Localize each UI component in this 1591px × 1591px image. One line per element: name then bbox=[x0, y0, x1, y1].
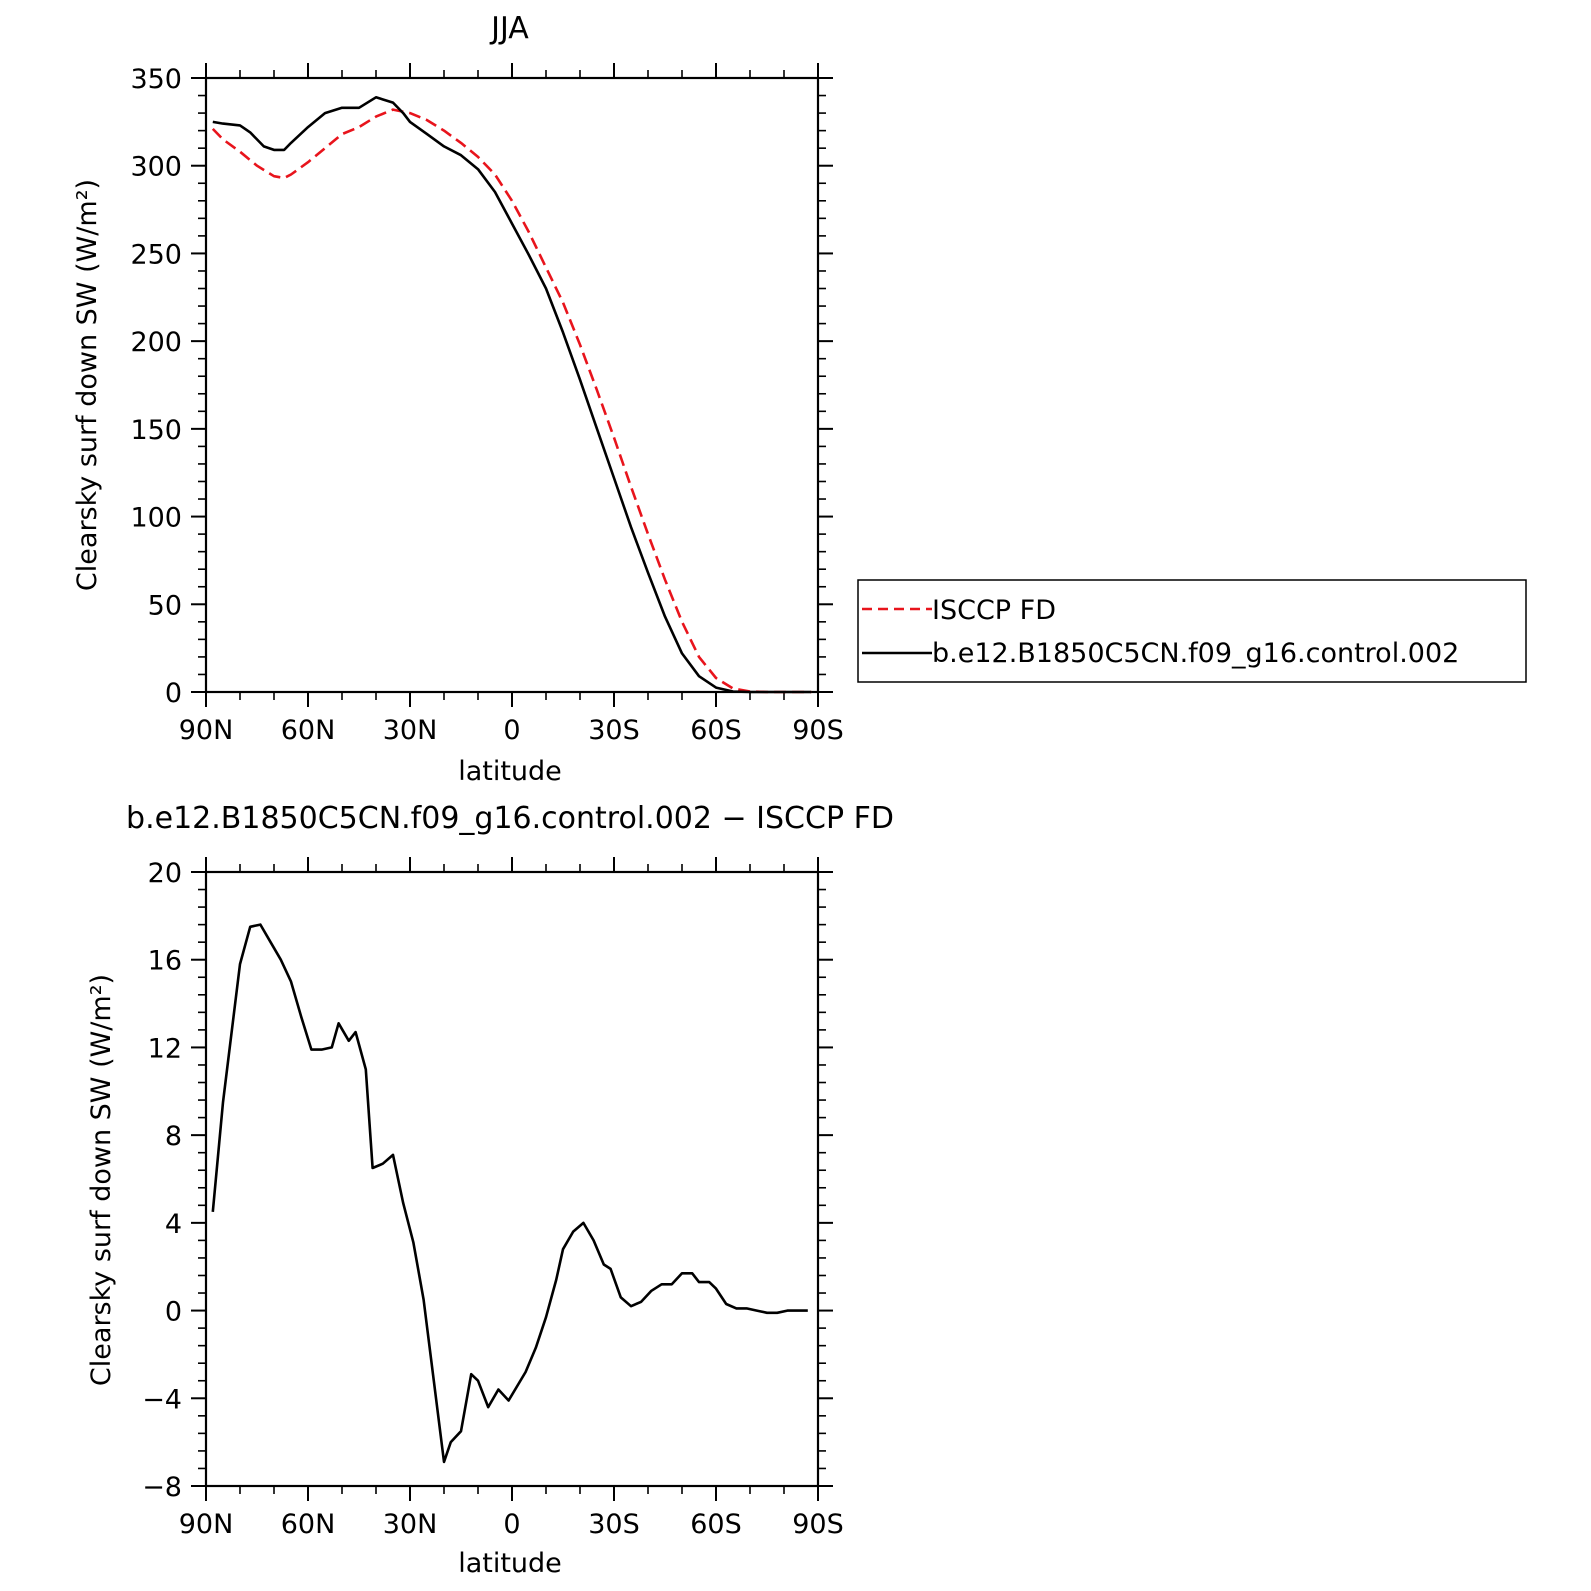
bottom-x-tick-label: 60N bbox=[281, 1509, 336, 1540]
top-series-line-0 bbox=[211, 108, 812, 694]
top-x-tick-label: 60N bbox=[281, 715, 336, 746]
bottom-x-tick-label: 90N bbox=[179, 1509, 234, 1540]
bottom-chart-panel: b.e12.B1850C5CN.f09_g16.control.002 − IS… bbox=[86, 801, 894, 1579]
top-y-axis-label: Clearsky surf down SW (W/m²) bbox=[72, 179, 103, 591]
top-y-tick-label: 300 bbox=[130, 152, 182, 183]
top-x-tick-label: 30S bbox=[588, 715, 640, 746]
top-y-tick-label: 100 bbox=[130, 503, 182, 534]
legend-box bbox=[857, 579, 1527, 683]
top-y-tick-label: 50 bbox=[148, 590, 182, 621]
bottom-y-tick-label: −8 bbox=[142, 1472, 182, 1503]
top-plot-area: 90N 60N 30N 0 30S 60S 90S 0 50 100 150 200 250 300 350 bbox=[130, 63, 844, 746]
bottom-chart-title: b.e12.B1850C5CN.f09_g16.control.002 − IS… bbox=[126, 801, 894, 836]
top-x-tick-label: 30N bbox=[383, 715, 438, 746]
top-plot-frame bbox=[204, 76, 820, 694]
bottom-x-axis-label: latitude bbox=[458, 1548, 562, 1579]
bottom-y-tick-label: 8 bbox=[165, 1121, 182, 1152]
top-y-tick-label: 250 bbox=[130, 239, 182, 270]
bottom-x-tick-label: 60S bbox=[690, 1509, 742, 1540]
top-x-tick-label: 90S bbox=[792, 715, 844, 746]
bottom-x-tick-label: 30S bbox=[588, 1509, 640, 1540]
bottom-y-tick-label: −4 bbox=[142, 1384, 182, 1415]
top-chart-title: JJA bbox=[489, 11, 529, 46]
top-series-line-1 bbox=[212, 96, 812, 694]
legend: ISCCP FD b.e12.B1850C5CN.f09_g16.control… bbox=[857, 579, 1527, 683]
top-y-tick-label: 200 bbox=[130, 327, 182, 358]
top-y-tick-label: 150 bbox=[130, 415, 182, 446]
top-x-tick-label: 0 bbox=[503, 715, 520, 746]
top-y-tick-label: 0 bbox=[165, 678, 182, 709]
top-x-tick-label: 60S bbox=[690, 715, 742, 746]
bottom-y-tick-label: 12 bbox=[148, 1033, 182, 1064]
bottom-x-tick-label: 30N bbox=[383, 1509, 438, 1540]
bottom-y-tick-label: 20 bbox=[148, 858, 182, 889]
legend-label-isccp-fd: ISCCP FD bbox=[932, 595, 1056, 626]
bottom-y-tick-label: 16 bbox=[148, 946, 182, 977]
bottom-y-tick-label: 0 bbox=[165, 1297, 182, 1328]
top-x-axis-label: latitude bbox=[458, 756, 562, 787]
top-x-tick-label: 90N bbox=[179, 715, 234, 746]
legend-label-model: b.e12.B1850C5CN.f09_g16.control.002 bbox=[932, 638, 1459, 669]
bottom-y-tick-label: 4 bbox=[165, 1209, 182, 1240]
bottom-x-tick-label: 0 bbox=[503, 1509, 520, 1540]
bottom-x-tick-label: 90S bbox=[792, 1509, 844, 1540]
top-chart-panel: JJA 90N 60N 30N 0 30S 60S 90S 0 50 100 150 200 250 30… bbox=[72, 11, 844, 787]
bottom-plot-area: 90N 60N 30N 0 30S 60S 90S −8 −4 0 4 8 12 16 20 bbox=[142, 857, 844, 1540]
bottom-y-axis-label: Clearsky surf down SW (W/m²) bbox=[86, 974, 117, 1386]
bottom-series-line-0 bbox=[211, 923, 808, 1464]
top-y-tick-label: 350 bbox=[130, 64, 182, 95]
